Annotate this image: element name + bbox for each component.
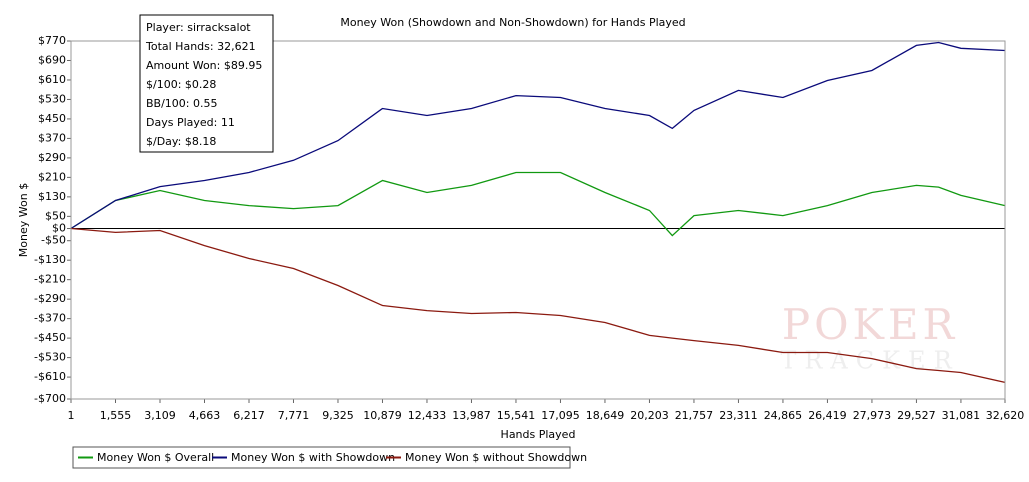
x-tick-label: 21,757 bbox=[675, 409, 714, 422]
x-tick-label: 31,081 bbox=[942, 409, 981, 422]
y-tick-label: -$50 bbox=[41, 234, 66, 247]
x-tick-label: 10,879 bbox=[363, 409, 402, 422]
y-tick-label: -$210 bbox=[34, 273, 66, 286]
x-tick-label: 7,771 bbox=[278, 409, 310, 422]
chart-title: Money Won (Showdown and Non-Showdown) fo… bbox=[340, 16, 685, 29]
series-line bbox=[70, 41, 1006, 230]
legend-label: Money Won $ with Showdown bbox=[231, 451, 395, 464]
y-tick-label: -$450 bbox=[34, 331, 66, 344]
tooltip-line: $/100: $0.28 bbox=[146, 78, 216, 91]
plot-frame bbox=[70, 40, 1006, 400]
x-tick-label: 4,663 bbox=[189, 409, 221, 422]
watermark-text: POKER bbox=[782, 300, 958, 349]
x-tick-label: 32,620 bbox=[986, 409, 1025, 422]
y-tick-label: -$370 bbox=[34, 312, 66, 325]
tooltip-line: BB/100: 0.55 bbox=[146, 97, 218, 110]
tooltip-line: $/Day: $8.18 bbox=[146, 135, 216, 148]
y-tick-label: -$130 bbox=[34, 253, 66, 266]
x-tick-label: 23,311 bbox=[719, 409, 758, 422]
y-tick-label: -$610 bbox=[34, 370, 66, 383]
tooltip-line: Player: sirracksalot bbox=[146, 21, 251, 34]
y-tick-label: $130 bbox=[38, 190, 66, 203]
watermark: POKER TRACKER bbox=[780, 300, 959, 375]
x-tick-label: 6,217 bbox=[233, 409, 265, 422]
x-tick-label: 20,203 bbox=[630, 409, 669, 422]
x-tick-label: 3,109 bbox=[144, 409, 176, 422]
legend-box bbox=[72, 446, 571, 469]
x-tick-label: 13,987 bbox=[452, 409, 491, 422]
legend-label: Money Won $ without Showdown bbox=[405, 451, 587, 464]
y-tick-label: $610 bbox=[38, 73, 66, 86]
y-tick-label: -$530 bbox=[34, 351, 66, 364]
x-tick-label: 9,325 bbox=[322, 409, 354, 422]
y-tick-label: $210 bbox=[38, 170, 66, 183]
x-tick-label: 24,865 bbox=[764, 409, 803, 422]
watermark-text: TRACKER bbox=[780, 347, 959, 375]
y-tick-label: $290 bbox=[38, 151, 66, 164]
y-tick-label: $50 bbox=[45, 209, 66, 222]
y-tick-label: $770 bbox=[38, 34, 66, 47]
x-tick-label: 1 bbox=[68, 409, 75, 422]
x-tick-label: 29,527 bbox=[897, 409, 936, 422]
x-tick-label: 12,433 bbox=[408, 409, 447, 422]
y-axis-label: Money Won $ bbox=[17, 183, 30, 257]
y-tick-label: $370 bbox=[38, 131, 66, 144]
legend-label: Money Won $ Overall bbox=[97, 451, 214, 464]
y-tick-label: $690 bbox=[38, 53, 66, 66]
tooltip-line: Total Hands: 32,621 bbox=[145, 40, 256, 53]
y-tick-label: $530 bbox=[38, 92, 66, 105]
y-tick-label: $0 bbox=[52, 222, 66, 235]
tooltip: Player: sirracksalot Total Hands: 32,621 A… bbox=[139, 14, 274, 153]
x-axis-label: Hands Played bbox=[501, 428, 576, 441]
x-tick-label: 18,649 bbox=[586, 409, 625, 422]
y-tick-label: -$700 bbox=[34, 392, 66, 405]
x-tick-label: 1,555 bbox=[100, 409, 132, 422]
x-tick-label: 27,973 bbox=[853, 409, 892, 422]
x-tick-label: 17,095 bbox=[541, 409, 580, 422]
legend: Money Won $ Overall Money Won $ with Show… bbox=[72, 446, 587, 469]
y-tick-label: -$290 bbox=[34, 292, 66, 305]
tooltip-line: Days Played: 11 bbox=[146, 116, 235, 129]
tooltip-box bbox=[139, 14, 274, 153]
series-line bbox=[70, 171, 1006, 237]
tooltip-line: Amount Won: $89.95 bbox=[146, 59, 262, 72]
series-line bbox=[70, 227, 1006, 384]
x-tick-label: 15,541 bbox=[497, 409, 536, 422]
x-tick-label: 26,419 bbox=[808, 409, 847, 422]
y-tick-label: $450 bbox=[38, 112, 66, 125]
